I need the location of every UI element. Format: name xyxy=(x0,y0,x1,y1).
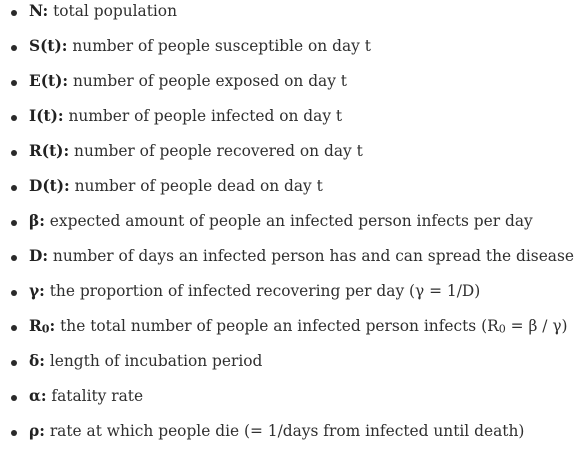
bullet-icon xyxy=(11,360,17,366)
term-label: I(t): xyxy=(29,107,64,125)
bullet-icon xyxy=(11,395,17,401)
bullet-icon xyxy=(11,220,17,226)
term-label: α: xyxy=(29,387,47,405)
term-description: total population xyxy=(48,2,177,20)
item-text: N: total population xyxy=(29,2,177,20)
term-label: N: xyxy=(29,2,49,20)
term-description: number of people dead on day t xyxy=(69,177,323,195)
item-text: ρ: rate at which people die (= 1/days fr… xyxy=(29,422,525,440)
bullet-icon xyxy=(11,430,17,436)
item-text: δ: length of incubation period xyxy=(29,352,263,370)
term-subscript: 0 xyxy=(41,322,50,336)
term-main: R xyxy=(29,317,42,335)
bullet-icon xyxy=(11,115,17,121)
term-label: β: xyxy=(29,212,45,230)
item-text: β: expected amount of people an infected… xyxy=(29,212,533,230)
desc-part-a: the total number of people an infected p… xyxy=(55,317,499,335)
term-description: number of days an infected person has an… xyxy=(48,247,574,265)
desc-subscript: 0 xyxy=(498,322,506,336)
bullet-icon xyxy=(11,10,17,16)
term-label: ρ: xyxy=(29,422,45,440)
term-label: E(t): xyxy=(29,72,69,90)
term-label: δ: xyxy=(29,352,45,370)
item-text: R(t): number of people recovered on day … xyxy=(29,142,363,160)
bullet-icon xyxy=(11,325,17,331)
item-text: D(t): number of people dead on day t xyxy=(29,177,323,195)
term-description: number of people exposed on day t xyxy=(68,72,347,90)
bullet-icon xyxy=(11,80,17,86)
item-text: S(t): number of people susceptible on da… xyxy=(29,37,371,55)
item-text: E(t): number of people exposed on day t xyxy=(29,72,347,90)
bullet-icon xyxy=(11,255,17,261)
term-label: γ: xyxy=(29,282,45,300)
term-label: S(t): xyxy=(29,37,68,55)
bullet-icon xyxy=(11,290,17,296)
term-description: fatality rate xyxy=(46,387,144,405)
item-text: γ: the proportion of infected recovering… xyxy=(29,282,481,300)
term-label: D: xyxy=(29,247,49,265)
term-description: length of incubation period xyxy=(44,352,263,370)
term-description: number of people susceptible on day t xyxy=(67,37,371,55)
term-colon: : xyxy=(49,317,56,335)
bullet-icon xyxy=(11,185,17,191)
item-text: R0: the total number of people an infect… xyxy=(29,317,568,335)
item-text: I(t): number of people infected on day t xyxy=(29,107,343,125)
term-label: D(t): xyxy=(29,177,70,195)
term-description: the proportion of infected recovering pe… xyxy=(44,282,481,300)
term-description: the total number of people an infected p… xyxy=(55,317,567,335)
term-description: number of people infected on day t xyxy=(63,107,343,125)
term-description: rate at which people die (= 1/days from … xyxy=(44,422,525,440)
term-description: number of people recovered on day t xyxy=(69,142,363,160)
term-label: R0: xyxy=(29,317,55,335)
term-description: expected amount of people an infected pe… xyxy=(44,212,533,230)
term-label: R(t): xyxy=(29,142,70,160)
desc-part-b: = β / γ) xyxy=(505,317,568,335)
bullet-icon xyxy=(11,45,17,51)
bullet-icon xyxy=(11,150,17,156)
item-text: D: number of days an infected person has… xyxy=(29,247,574,265)
item-text: α: fatality rate xyxy=(29,387,144,405)
